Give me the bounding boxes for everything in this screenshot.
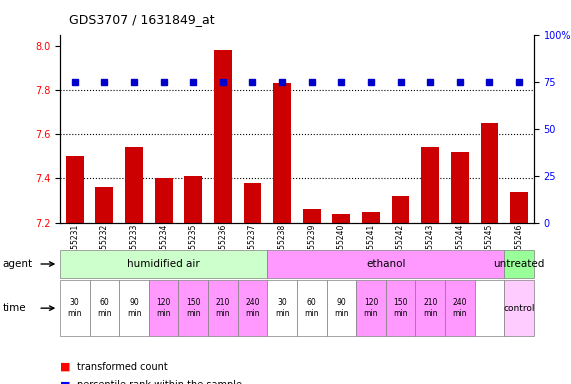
Text: 30
min: 30 min	[275, 298, 289, 318]
Text: 150
min: 150 min	[393, 298, 408, 318]
Bar	[66, 156, 83, 223]
Bar	[303, 209, 321, 223]
Bar	[184, 176, 202, 223]
Text: control: control	[503, 304, 535, 313]
Bar	[510, 192, 528, 223]
Bar	[421, 147, 439, 223]
Text: ■: ■	[60, 362, 70, 372]
Text: time: time	[3, 303, 26, 313]
Text: 60
min: 60 min	[304, 298, 319, 318]
Bar	[155, 179, 172, 223]
Text: 210
min: 210 min	[423, 298, 437, 318]
Bar	[332, 214, 350, 223]
Text: ■: ■	[60, 380, 70, 384]
Text: ethanol: ethanol	[366, 259, 405, 269]
Bar	[125, 147, 143, 223]
Bar	[362, 212, 380, 223]
Text: humidified air: humidified air	[127, 259, 200, 269]
Text: percentile rank within the sample: percentile rank within the sample	[77, 380, 242, 384]
Text: 240
min: 240 min	[245, 298, 260, 318]
Text: 90
min: 90 min	[127, 298, 141, 318]
Bar	[481, 123, 498, 223]
Text: 210
min: 210 min	[216, 298, 230, 318]
Text: 120
min: 120 min	[156, 298, 171, 318]
Bar	[214, 50, 232, 223]
Text: untreated: untreated	[493, 259, 545, 269]
Text: 30
min: 30 min	[67, 298, 82, 318]
Text: transformed count: transformed count	[77, 362, 168, 372]
Text: 120
min: 120 min	[364, 298, 378, 318]
Bar	[273, 83, 291, 223]
Text: 60
min: 60 min	[97, 298, 112, 318]
Text: 240
min: 240 min	[453, 298, 467, 318]
Text: 90
min: 90 min	[334, 298, 349, 318]
Text: agent: agent	[3, 259, 33, 269]
Bar	[244, 183, 262, 223]
Bar	[95, 187, 113, 223]
Bar	[392, 196, 409, 223]
Text: GDS3707 / 1631849_at: GDS3707 / 1631849_at	[69, 13, 214, 26]
Text: 150
min: 150 min	[186, 298, 200, 318]
Bar	[451, 152, 469, 223]
